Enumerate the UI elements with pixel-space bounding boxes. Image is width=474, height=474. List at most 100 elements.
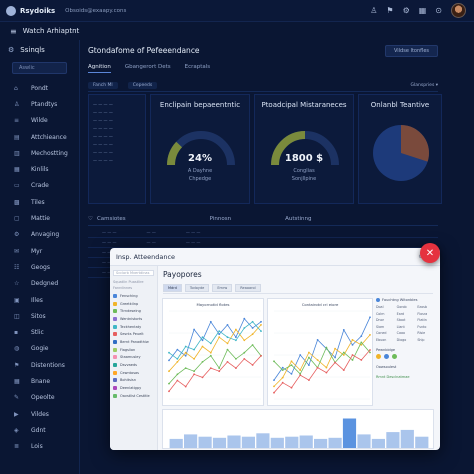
right-pane-head: Fouchtng Witonbles — [376, 298, 436, 302]
sidebar-item[interactable]: ▩ Tiles — [0, 194, 79, 210]
sidebar-item[interactable]: ⚑ Distentions — [0, 357, 79, 373]
sidebar-item-label: Mattie — [31, 215, 50, 223]
sidebar-item[interactable]: ◍ Gogie — [0, 341, 79, 357]
data-point — [369, 334, 371, 336]
filter-label[interactable]: Pinnosn — [209, 215, 232, 222]
sidebar-item[interactable]: ▭ Crade — [0, 178, 79, 194]
filter-row-2: ♡ Camsiotes Pinnosn Autstinng — [88, 212, 438, 226]
filter-chip[interactable]: Cepeeds — [127, 82, 158, 89]
tab-0[interactable]: Agnition — [88, 64, 111, 73]
data-point — [351, 344, 354, 346]
sidebar-item[interactable]: ☷ Geogs — [0, 259, 79, 275]
menu-icon[interactable]: ≡ — [10, 26, 17, 36]
sidebar-item[interactable]: ≣ Lois — [0, 439, 79, 455]
table-cell: Gorob — [396, 305, 407, 309]
data-point — [218, 330, 221, 332]
sidebar-item[interactable]: ▤ Attchieance — [0, 129, 79, 145]
modal-side-item[interactable]: Ttrndeseing — [113, 307, 154, 315]
color-swatch — [113, 339, 117, 344]
data-point — [176, 373, 179, 376]
sidebar-item[interactable]: ✉ Myr — [0, 243, 79, 259]
bar — [328, 437, 342, 448]
gift-icon: ◈ — [14, 426, 19, 434]
modal-side-item[interactable]: Wentnistorts — [113, 315, 154, 323]
tab-1[interactable]: Gbangerort Dets — [124, 64, 171, 70]
modal-tab[interactable]: Reaoarol — [235, 284, 261, 292]
sidebar-item[interactable]: ☆ Dedgned — [0, 276, 79, 292]
modal-side-item[interactable]: Sesnts Peuelt — [113, 330, 154, 338]
table-row: — — —— —— — — — [88, 228, 438, 238]
modal-side-item-label: Ttrndeseing — [120, 309, 141, 314]
bar — [256, 433, 270, 448]
log-icon: ≣ — [14, 443, 20, 451]
swatches — [376, 353, 436, 359]
tab-2[interactable]: Ecraptals — [184, 64, 211, 70]
sidebar-item-label: Crade — [31, 182, 49, 190]
filter-label[interactable]: Autstinng — [285, 215, 312, 222]
avatar[interactable] — [451, 3, 466, 18]
data-point — [290, 373, 293, 375]
notifications-icon[interactable]: ⚑ — [386, 6, 394, 15]
modal-side-item[interactable]: Fiagslion — [113, 346, 154, 354]
sidebar-item[interactable]: ▶ Vildes — [0, 406, 79, 422]
modal-tab[interactable]: Todoyde — [184, 284, 210, 292]
list-line: — — — — — [93, 150, 113, 155]
modal-side-item[interactable]: Greetkilnp — [113, 300, 154, 308]
user-icon[interactable]: ♙ — [370, 6, 378, 15]
sidebar-item[interactable]: ✎ Opeolte — [0, 390, 79, 406]
sidebar-item[interactable]: ▪ Stlic — [0, 324, 79, 340]
line-chart-2: Contairotd cri eiore — [267, 298, 373, 406]
tiles-icon: ▩ — [14, 198, 20, 206]
modal-side-item[interactable]: Deenlatigpy — [113, 384, 154, 392]
sidebar-item[interactable]: ◈ Gdnt — [0, 422, 79, 438]
sidebar-item[interactable]: ▦ Bnane — [0, 373, 79, 389]
sidebar-item[interactable]: ⚙ Anvaging — [0, 227, 79, 243]
filter-dropdown[interactable]: Glanspries ▾ — [410, 83, 438, 88]
settings-icon[interactable]: ⚙ — [402, 6, 410, 15]
data-point — [193, 348, 195, 351]
modal-side-item[interactable]: Bernt Panadthiw — [113, 338, 154, 346]
data-point — [176, 379, 179, 382]
tenant-label: Obsoids@exaapy.cons — [65, 7, 127, 14]
sidebar-item[interactable]: ≡ Wilde — [0, 113, 79, 129]
modal-tab[interactable]: Emrw — [212, 284, 233, 292]
modal-search[interactable]: Scclorb Mvertdinas — [113, 270, 154, 276]
swatch[interactable] — [376, 353, 381, 359]
data-point — [360, 335, 363, 337]
heart-icon[interactable]: ♡ — [88, 215, 93, 222]
list-icon: ≡ — [14, 117, 20, 125]
data-point — [168, 370, 170, 373]
modal-side-item[interactable]: Oavstlist Cestitle — [113, 392, 154, 400]
view-button[interactable]: Vildse Itonfles — [384, 45, 438, 57]
sidebar-item[interactable]: ◫ Sitos — [0, 308, 79, 324]
help-icon[interactable]: ⊙ — [435, 6, 442, 15]
modal-side-item[interactable]: Cewntosas — [113, 369, 154, 377]
filter-label[interactable]: Camsiotes — [96, 215, 126, 222]
page-title: Gtondafome of Pefeeendance — [88, 46, 200, 55]
modal-side-item[interactable]: Bohitsisn — [113, 377, 154, 385]
swatch[interactable] — [384, 353, 389, 359]
modal-tab[interactable]: Mdrd — [163, 284, 182, 292]
sidebar-item[interactable]: ⌂ Pondt — [0, 80, 79, 96]
sidebar-item-label: Mechostting — [31, 149, 68, 157]
sidebar-item[interactable]: ▢ Mattie — [0, 210, 79, 226]
data-point — [290, 386, 293, 389]
sidebar-item[interactable]: ▦ Kinlils — [0, 161, 79, 177]
grid-icon[interactable]: ▦ — [418, 6, 427, 15]
close-button[interactable]: ✕ — [420, 243, 440, 263]
modal-side-item[interactable]: Fensching — [113, 292, 154, 300]
data-point — [369, 351, 371, 354]
modal-side-item[interactable]: Staamusley — [113, 354, 154, 362]
sidebar-item[interactable]: ▣ Illes — [0, 292, 79, 308]
modal-side-item[interactable]: Dsvvaeds — [113, 361, 154, 369]
filter-chip[interactable]: Fanch Ml — [88, 82, 118, 89]
swatch[interactable] — [392, 353, 397, 359]
sidebar-item[interactable]: ▥ Mechostting — [0, 145, 79, 161]
sidebar-item[interactable]: ♙ Ptandtys — [0, 96, 79, 112]
data-point — [218, 370, 221, 373]
modal-side-item-label: Bohitsisn — [120, 378, 136, 383]
sidebar-search[interactable]: Aswlic — [12, 62, 67, 74]
data-point — [325, 366, 328, 369]
modal-side-item[interactable]: Teckhentaty — [113, 323, 154, 331]
data-point — [193, 370, 195, 373]
